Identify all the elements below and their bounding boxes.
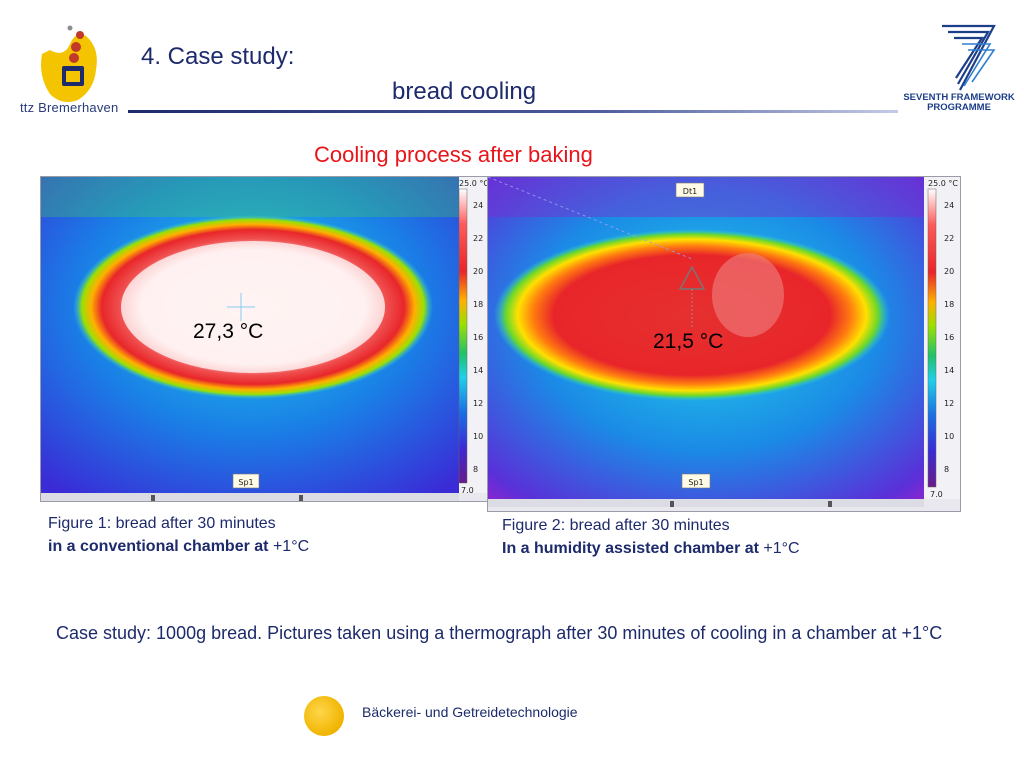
fp7-logo-text: SEVENTH FRAMEWORK PROGRAMME	[898, 93, 1020, 113]
figure-caption-1-line-1: Figure 1: bread after 30 minutes	[48, 515, 276, 532]
scale-ticks-1: 24 22 20 18 16 14 12 10 8	[473, 201, 483, 474]
svg-text:16: 16	[944, 333, 954, 342]
svg-text:16: 16	[473, 333, 483, 342]
svg-text:20: 20	[473, 267, 483, 276]
svg-text:12: 12	[473, 399, 483, 408]
footer-text: Bäckerei- und Getreidetechnologie	[362, 704, 578, 720]
svg-text:8: 8	[944, 465, 949, 474]
scale-min-label-2: 7.0	[930, 490, 943, 499]
thermograph-image-2: Dt1 25.0 °C 24 22 20 18 16 14 12 10 8 7.…	[487, 176, 961, 512]
temperature-reading-2: 21,5 °C	[653, 330, 724, 353]
figure-caption-2-line-1: Figure 2: bread after 30 minutes	[502, 517, 730, 534]
svg-text:8: 8	[473, 465, 478, 474]
svg-text:22: 22	[473, 234, 483, 243]
fp7-logo-line-1: SEVENTH FRAMEWORK	[903, 92, 1015, 103]
scale-max-label-2: 25.0 °C	[928, 179, 958, 188]
scale-max-label-1: 25.0 °C	[459, 179, 487, 188]
ttz-logo-icon	[41, 25, 97, 103]
figure-caption-1: Figure 1: bread after 30 minutes in a co…	[48, 512, 309, 558]
delta-label-2: Dt1	[683, 187, 697, 196]
spot-label-2: Sp1	[688, 478, 703, 487]
subtitle: Cooling process after baking	[314, 142, 593, 167]
page-title-line-1: 4. Case study:	[141, 43, 295, 70]
figure-caption-2-line-2: In a humidity assisted chamber at +1°C	[502, 540, 800, 557]
svg-text:14: 14	[473, 366, 483, 375]
figure-caption-2: Figure 2: bread after 30 minutes In a hu…	[502, 514, 800, 560]
ttz-logo-text: ttz Bremerhaven	[20, 100, 119, 115]
svg-text:18: 18	[473, 300, 483, 309]
figure-caption-1-line-2: in a conventional chamber at +1°C	[48, 538, 310, 555]
scale-min-label-1: 7.0	[461, 486, 474, 495]
spot-label-1: Sp1	[238, 478, 253, 487]
case-study-description: Case study: 1000g bread. Pictures taken …	[56, 623, 943, 643]
svg-text:24: 24	[473, 201, 483, 210]
page-title-line-2: bread cooling	[392, 78, 537, 105]
svg-text:10: 10	[473, 432, 483, 441]
fp7-logo-line-2: PROGRAMME	[927, 102, 991, 113]
title-divider	[128, 110, 898, 113]
svg-text:12: 12	[944, 399, 954, 408]
svg-text:20: 20	[944, 267, 954, 276]
svg-text:18: 18	[944, 300, 954, 309]
crosshair-icon	[227, 293, 255, 321]
svg-text:22: 22	[944, 234, 954, 243]
svg-text:14: 14	[944, 366, 954, 375]
temperature-reading-1: 27,3 °C	[193, 320, 264, 343]
thermograph-image-1: 25.0 °C 24 22 20 18 16 14 12 10 8 7.0 Sp…	[40, 176, 489, 502]
footer-dot-icon	[304, 696, 344, 736]
svg-text:24: 24	[944, 201, 954, 210]
fp7-logo-icon	[942, 24, 996, 91]
svg-text:10: 10	[944, 432, 954, 441]
scale-ticks-2: 24 22 20 18 16 14 12 10 8	[944, 201, 954, 474]
